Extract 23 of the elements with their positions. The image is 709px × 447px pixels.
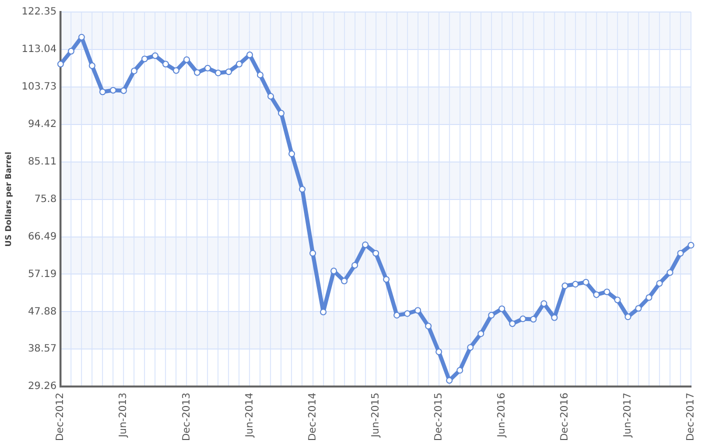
x-tick-label: Jun-2016 <box>496 392 508 438</box>
y-tick-label: 75.8 <box>34 194 57 205</box>
y-tick-label: 29.26 <box>28 381 57 392</box>
x-tick-label: Dec-2017 <box>686 392 697 442</box>
y-tick-label: 122.35 <box>22 6 57 18</box>
y-tick-label: 113.04 <box>22 44 57 56</box>
x-tick-label: Jun-2014 <box>244 392 256 438</box>
y-tick-label: 94.42 <box>28 118 57 130</box>
x-tick-label: Dec-2016 <box>560 392 571 442</box>
y-axis-title: US Dollars per Barrel <box>4 152 13 247</box>
x-tick-label: Dec-2014 <box>307 392 318 442</box>
x-tick-label: Jun-2017 <box>622 392 634 438</box>
x-tick-label: Dec-2012 <box>55 392 66 442</box>
x-tick-label: Jun-2013 <box>118 392 130 438</box>
y-tick-label: 85.11 <box>28 156 57 168</box>
y-tick-label: 103.73 <box>22 82 57 93</box>
y-tick-label: 57.19 <box>28 268 57 280</box>
x-tick-label: Jun-2015 <box>370 392 382 438</box>
y-tick-label: 66.49 <box>28 231 57 242</box>
x-tick-label: Dec-2015 <box>433 392 444 442</box>
y-tick-label: 47.88 <box>28 306 57 318</box>
x-tick-label: Dec-2013 <box>181 392 192 442</box>
y-tick-label: 38.57 <box>28 344 57 355</box>
